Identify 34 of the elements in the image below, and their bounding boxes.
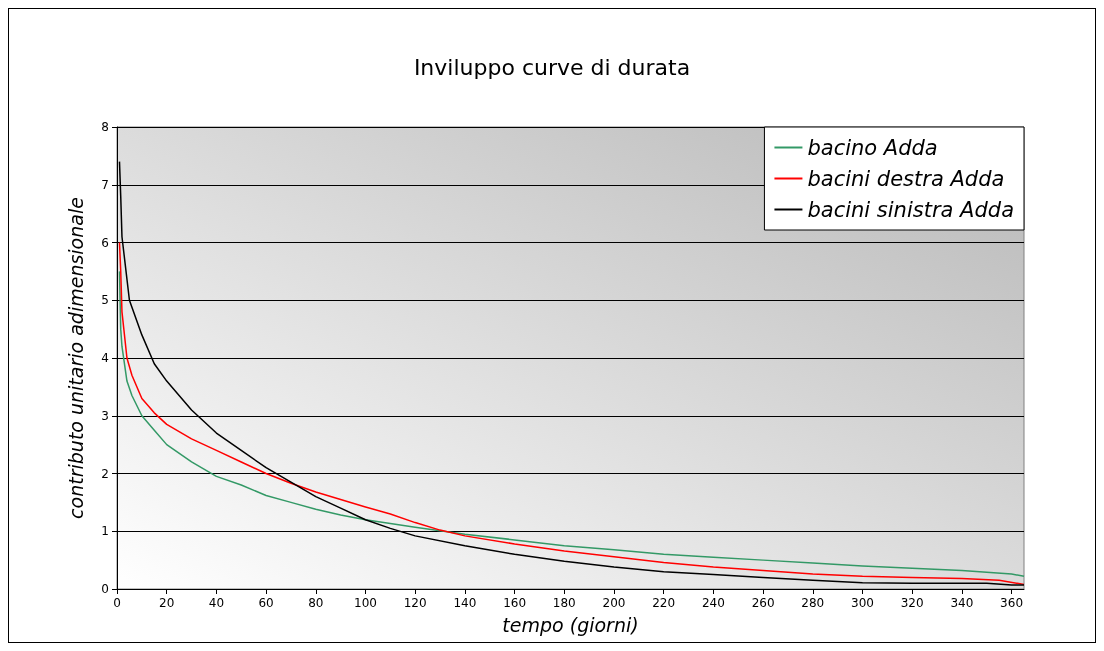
y-tick-label: 0 (101, 582, 109, 596)
x-tick-label: 140 (453, 596, 477, 610)
chart-title: Inviluppo curve di durata (413, 54, 691, 80)
x-tick-label: 20 (159, 596, 175, 610)
x-tick-label: 200 (602, 596, 626, 610)
x-tick-label: 80 (308, 596, 324, 610)
x-tick-label: 360 (1000, 596, 1024, 610)
x-tick-label: 260 (751, 596, 775, 610)
x-tick-label: 280 (801, 596, 825, 610)
legend-label: bacini sinistra Adda (807, 197, 1015, 222)
x-tick-label: 320 (900, 596, 924, 610)
y-tick-label: 5 (101, 293, 109, 308)
x-tick-label: 300 (851, 596, 874, 610)
x-tick-label: 160 (503, 596, 527, 610)
x-tick-label: 120 (403, 596, 427, 610)
x-tick-label: 60 (258, 596, 274, 610)
x-axis-title: tempo (giorni) (502, 613, 639, 636)
legend-label: bacini destra Adda (807, 166, 1005, 191)
y-tick-label: 8 (101, 120, 109, 134)
x-tick-label: 180 (552, 596, 576, 610)
x-tick-label: 220 (652, 596, 676, 610)
x-tick-label: 40 (208, 596, 225, 610)
y-tick-label: 3 (101, 408, 109, 423)
x-tick-label: 340 (950, 596, 974, 610)
y-tick-label: 7 (101, 177, 109, 192)
legend-label: bacino Adda (807, 135, 938, 160)
y-tick-label: 2 (101, 466, 109, 481)
x-tick-label: 100 (354, 596, 377, 610)
x-tick-label: 240 (701, 596, 725, 610)
x-tick-label: 0 (113, 596, 121, 610)
y-tick-label: 1 (101, 524, 109, 539)
y-axis-title: contributo unitario adimensionale (64, 197, 87, 519)
y-tick-label: 4 (101, 351, 109, 365)
y-tick-label: 6 (101, 235, 109, 250)
